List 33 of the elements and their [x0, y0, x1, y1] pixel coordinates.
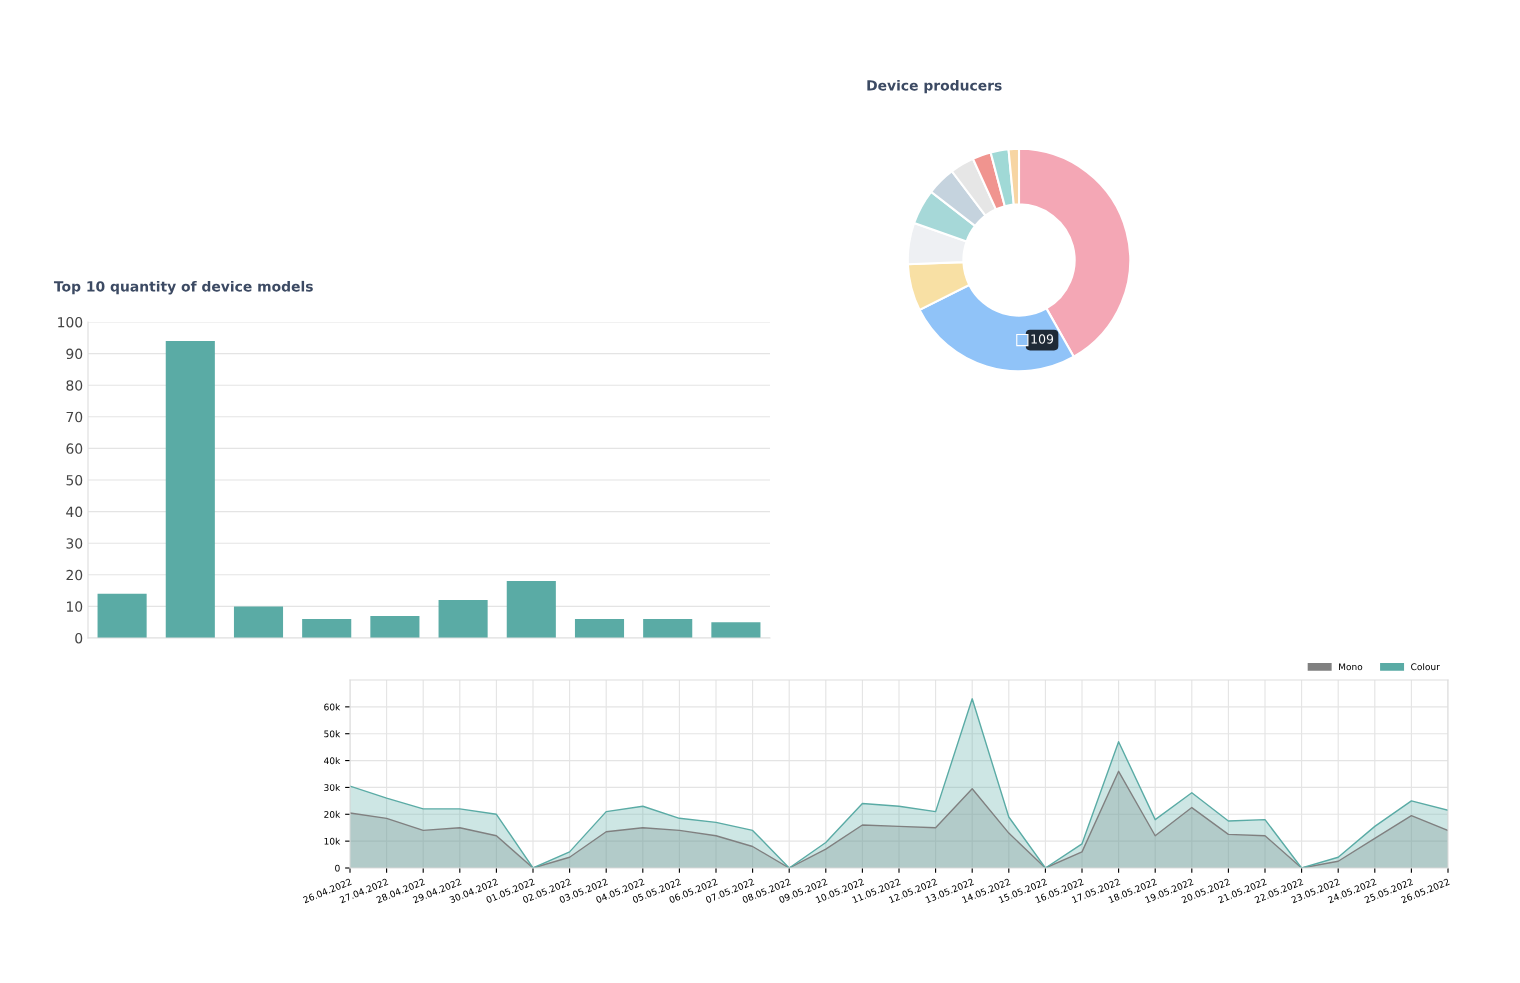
chart-title: Top 10 quantity of device models: [53, 280, 313, 295]
y-tick-label: 90: [66, 348, 83, 360]
text: 109: [1031, 334, 1054, 344]
y-tick-label: 70: [66, 411, 83, 423]
chart-title: Device producers: [867, 79, 1002, 94]
y-tick-label: 10: [66, 601, 83, 612]
bar: [438, 600, 488, 638]
y-tick-label: 0: [335, 864, 340, 872]
y-tick-label: 30k: [324, 784, 341, 791]
bar: [233, 606, 284, 638]
legend-label: Mono: [1339, 663, 1363, 671]
bar: [506, 581, 556, 638]
y-tick-label: 20: [66, 569, 83, 581]
y-tick-label: 40: [66, 506, 83, 518]
legend-label: Colour: [1411, 663, 1440, 671]
y-tick-label: 80: [66, 380, 83, 391]
y-tick-label: 100: [58, 316, 83, 328]
bar: [97, 593, 147, 638]
y-tick-label: 0: [75, 632, 83, 644]
y-tick-label: 60: [66, 443, 83, 454]
bar: [711, 622, 761, 638]
y-tick-label: 10k: [324, 837, 341, 845]
y-tick-label: 50k: [324, 730, 341, 738]
bar: [574, 619, 625, 638]
y-tick-label: 50: [66, 474, 83, 486]
bar: [643, 619, 693, 638]
bar: [165, 340, 215, 638]
y-tick-label: 20k: [324, 810, 341, 818]
y-tick-label: 40k: [324, 757, 341, 765]
bar: [302, 619, 352, 638]
bar: [370, 615, 420, 638]
y-tick-label: 30: [66, 538, 83, 549]
y-tick-label: 60k: [324, 703, 341, 711]
